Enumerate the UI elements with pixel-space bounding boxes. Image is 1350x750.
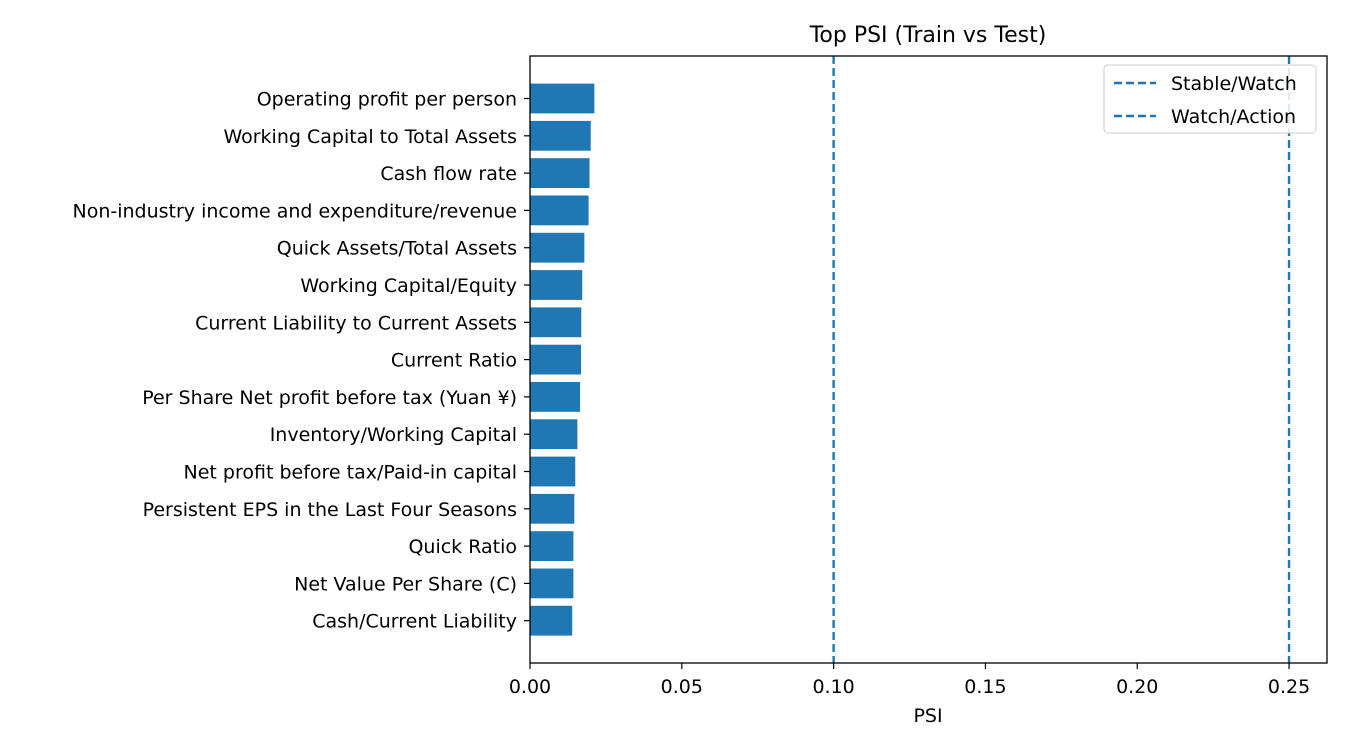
x-tick-label: 0.05 xyxy=(661,676,703,698)
y-tick-label: Non-industry income and expenditure/reve… xyxy=(72,200,517,222)
x-tick-label: 0.15 xyxy=(964,676,1006,698)
y-tick-label: Persistent EPS in the Last Four Seasons xyxy=(143,499,517,521)
bar xyxy=(530,307,582,338)
y-tick-label: Current Liability to Current Assets xyxy=(195,312,517,334)
y-tick-label: Working Capital/Equity xyxy=(300,275,517,297)
y-tick-label: Working Capital to Total Assets xyxy=(223,126,517,148)
bar xyxy=(530,83,595,114)
legend: Stable/Watch Watch/Action xyxy=(1103,64,1317,134)
y-axis: Operating profit per person Working Capit… xyxy=(72,89,530,633)
bar xyxy=(530,120,591,151)
bar xyxy=(530,158,590,188)
bar xyxy=(530,456,576,487)
x-tick-label: 0.10 xyxy=(812,676,854,698)
x-tick-label: 0.25 xyxy=(1268,676,1310,698)
bar xyxy=(530,493,575,524)
plot-frame xyxy=(529,55,1328,664)
x-tick-label: 0.20 xyxy=(1116,676,1158,698)
legend-label: Watch/Action xyxy=(1171,106,1296,128)
bar xyxy=(530,605,573,636)
bar xyxy=(530,232,585,263)
bar xyxy=(530,270,583,300)
y-tick-label: Net profit before tax/Paid-in capital xyxy=(184,462,517,484)
y-tick-label: Net Value Per Share (C) xyxy=(294,573,517,595)
bar xyxy=(530,419,578,450)
y-tick-label: Cash/Current Liability xyxy=(312,611,517,633)
y-tick-label: Current Ratio xyxy=(391,350,517,372)
y-tick-label: Operating profit per person xyxy=(257,89,517,111)
y-tick-label: Quick Ratio xyxy=(408,536,517,558)
y-tick-label: Cash flow rate xyxy=(380,163,517,185)
bar xyxy=(530,382,581,412)
y-tick-label: Inventory/Working Capital xyxy=(270,424,517,446)
bar xyxy=(530,531,574,561)
legend-label: Stable/Watch xyxy=(1171,73,1297,95)
bar xyxy=(530,344,582,375)
x-axis: 0.00 0.05 0.10 0.15 0.20 0.25 xyxy=(509,663,1310,698)
bars-group xyxy=(530,83,595,636)
bar xyxy=(530,195,589,226)
reference-lines-group xyxy=(832,56,1291,663)
x-axis-label: PSI xyxy=(913,705,942,727)
legend-box xyxy=(1103,64,1317,134)
y-tick-label: Per Share Net profit before tax (Yuan ¥) xyxy=(142,387,517,409)
y-tick-label: Quick Assets/Total Assets xyxy=(277,238,517,260)
bar xyxy=(530,568,574,599)
x-tick-label: 0.00 xyxy=(509,676,551,698)
chart-title: Top PSI (Train vs Test) xyxy=(809,23,1047,48)
